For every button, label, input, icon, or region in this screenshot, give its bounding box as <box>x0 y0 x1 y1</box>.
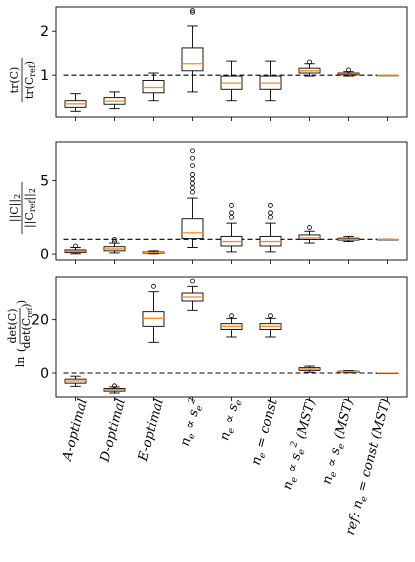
panel-3-box-5 <box>259 313 282 338</box>
outlier-point <box>268 210 273 216</box>
outlier-point <box>190 148 195 154</box>
ylabel-panel-2: ||C||2 ||Cref||2 <box>8 182 37 234</box>
outlier-point <box>229 214 234 220</box>
outlier-point <box>268 203 273 208</box>
svg-text:): ) <box>15 300 28 304</box>
outlier-point <box>229 313 234 319</box>
panel-2-box-8 <box>376 238 399 241</box>
outlier-point <box>151 283 156 289</box>
outlier-point <box>190 278 195 284</box>
outlier-point <box>112 236 117 242</box>
panel-2-box-5 <box>259 203 282 253</box>
panel-1-box-4 <box>220 60 243 102</box>
svg-text:det(C): det(C) <box>6 309 19 344</box>
iqr-box <box>298 234 321 240</box>
outlier-point <box>346 67 351 73</box>
iqr-box <box>142 80 165 94</box>
panel-3-box-3 <box>181 278 204 311</box>
outlier-point <box>73 243 78 249</box>
outlier-point <box>190 8 195 13</box>
panel-3-box-1 <box>103 383 126 394</box>
outlier-point <box>190 155 195 161</box>
panel-1: 12 <box>40 6 408 121</box>
ylabel-panel-1: tr(C) tr(Cref) <box>8 58 37 102</box>
panel-2-box-2 <box>142 250 165 255</box>
outlier-point <box>268 313 273 319</box>
outlier-point <box>190 176 195 182</box>
panel-2-ytick-label-1: 5 <box>40 173 49 189</box>
ylabel-panel-3: ln ( det(C) det(Cref) ) <box>6 300 34 367</box>
panel-1-box-3 <box>181 8 204 93</box>
panel-1-ytick-label-1: 2 <box>40 24 49 40</box>
panel-1-box-5 <box>259 60 282 102</box>
panel-1-box-1 <box>103 91 126 110</box>
outlier-point <box>190 180 195 186</box>
panel-2-box-7 <box>337 235 360 243</box>
xcat-ne-prop-se2-mst: ne ∝ se2 (MST) <box>278 397 321 492</box>
iqr-box <box>142 311 165 327</box>
panel-2-box-4 <box>220 203 243 253</box>
panel-3-box-7 <box>337 370 360 374</box>
svg-text:tr(C): tr(C) <box>8 67 21 94</box>
panel-2-box-0 <box>64 243 87 255</box>
panel-1-box-2 <box>142 72 165 102</box>
xcat-ne-prop-se2: ne ∝ se2 <box>176 396 207 448</box>
outlier-point <box>229 210 234 216</box>
xcat-ne-prop-se: ne ∝ se <box>217 397 244 443</box>
x-category-labels: A-optimal D-optimal E-optimal ne ∝ se2 n… <box>60 396 396 537</box>
panel-3-box-6 <box>298 365 321 373</box>
panel-2: 05 <box>40 141 408 264</box>
svg-text:||C||2: ||C||2 <box>8 194 22 222</box>
svg-text:||Cref||2: ||Cref||2 <box>23 188 37 228</box>
panel-3-ytick-label-1: 20 <box>31 313 49 329</box>
outlier-point <box>229 203 234 208</box>
panel-3-box-0 <box>64 375 87 387</box>
panel-1-box-8 <box>376 74 399 77</box>
xcat-ne-prop-se-mst: ne ∝ se (MST) <box>320 397 359 486</box>
outlier-point <box>112 239 117 244</box>
outlier-point <box>307 59 312 65</box>
outlier-point <box>307 225 312 230</box>
panel-2-box-6 <box>298 225 321 244</box>
outlier-point <box>190 185 195 191</box>
panel-3-box-8 <box>376 372 399 375</box>
panel-2-box-3 <box>181 148 204 248</box>
xcat-d-optimal: D-optimal <box>97 397 129 464</box>
iqr-box <box>181 218 204 240</box>
panel-3: 0 20 <box>31 276 408 401</box>
outlier-point <box>268 214 273 220</box>
panel-2-box-1 <box>103 236 126 254</box>
panel-3-box-4 <box>220 313 243 338</box>
panel-1-box-0 <box>64 93 87 112</box>
panel-1-box-6 <box>298 59 321 77</box>
svg-text:ln: ln <box>14 357 27 368</box>
panel-2-ytick-label-0: 0 <box>40 247 49 263</box>
outlier-point <box>112 383 117 389</box>
iqr-box <box>181 47 204 72</box>
xcat-ne-const: ne = const <box>249 396 283 467</box>
svg-text:tr(Cref): tr(Cref) <box>23 61 37 99</box>
panel-1-box-7 <box>337 67 360 77</box>
svg-text:(: ( <box>15 348 28 352</box>
outlier-point <box>190 163 195 169</box>
xcat-a-optimal: A-optimal <box>60 397 91 463</box>
panel-3-box-2 <box>142 283 165 343</box>
outlier-point <box>190 172 195 177</box>
panel-3-ytick-label-0: 0 <box>40 366 49 382</box>
outlier-point <box>190 9 195 15</box>
panel-1-ytick-label-0: 1 <box>40 68 49 84</box>
xcat-e-optimal: E-optimal <box>136 397 167 464</box>
outlier-point <box>190 189 195 195</box>
